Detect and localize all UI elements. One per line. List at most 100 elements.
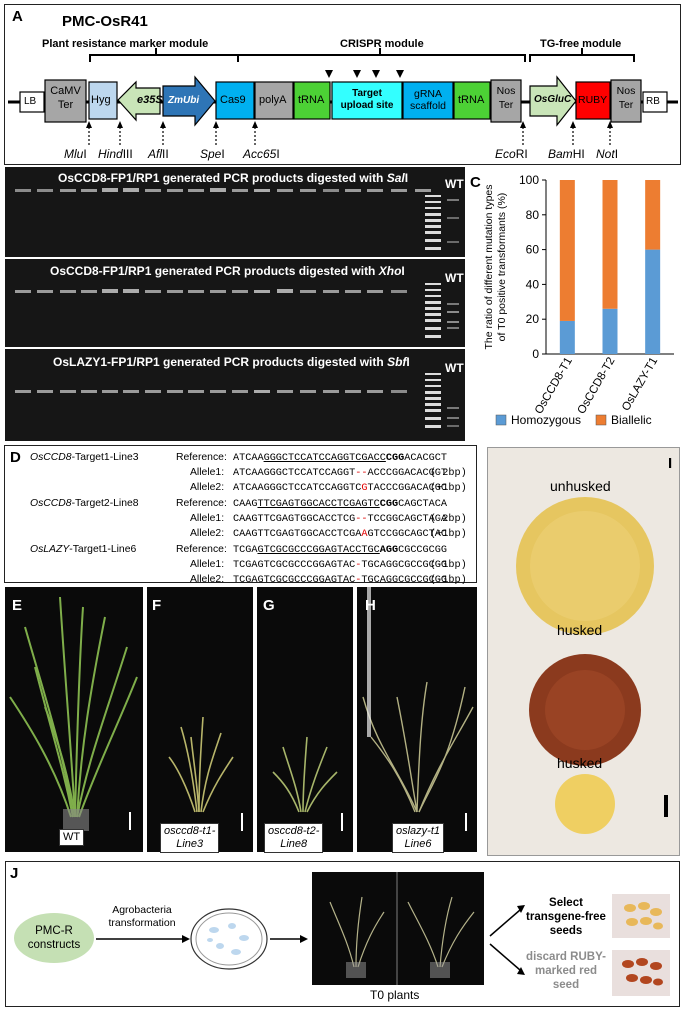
legend-swatch xyxy=(495,414,507,426)
petri-dish xyxy=(190,908,268,970)
alignment-name-1: OsCCD8-Target2-Line8 xyxy=(30,498,139,509)
panel-i-letter: I xyxy=(668,455,673,472)
sequence-a1: CAAGTTCGAGTGGCACCTCG--TCCGGCAGCTACA xyxy=(233,514,447,525)
panel-i-label-unhusked: unhusked xyxy=(550,478,611,494)
panel-j-arrows xyxy=(96,905,525,975)
el-e35s: e35S xyxy=(137,94,163,106)
t0-plants-photo xyxy=(312,872,484,985)
el-trna-2: tRNA xyxy=(458,94,485,106)
site-eco: EcoRI xyxy=(495,147,528,161)
site-afl: AflII xyxy=(148,147,169,161)
y-tick-label: 40 xyxy=(526,277,540,291)
site-spe: SpeI xyxy=(200,147,225,161)
el-hyg: Hyg xyxy=(91,94,111,106)
panel-f-photo xyxy=(147,587,253,852)
module-label-resistance: Plant resistance marker module xyxy=(42,38,209,50)
panel-d-letter: D xyxy=(10,449,21,466)
sequence-a2: ATCAAGGGCTCCATCCAGGTCGTACCCGGACACGC xyxy=(233,483,447,494)
panel-a-letter: A xyxy=(12,8,23,25)
el-trna-1: tRNA xyxy=(298,94,325,106)
construct-title: PMC-OsR41 xyxy=(62,13,148,30)
camv-ter-box xyxy=(44,79,87,123)
sequence-a1: TCGAGTCGCGCCCGGAGTAC-TGCAGGCGCCGCGG xyxy=(233,560,447,571)
site-acc: Acc65I xyxy=(243,147,280,161)
category-label: OsLAZY-T1 xyxy=(620,356,660,414)
alignment-row-label: Reference: xyxy=(176,498,227,509)
gel-bands xyxy=(15,188,459,428)
sequence-ref: CAAGTTCGAGTGGCACCTCGAGTCCGGCAGCTACA xyxy=(233,499,448,510)
module-label-crispr: CRISPR module xyxy=(340,38,424,50)
bar-homozygous xyxy=(645,249,661,354)
yellow-seed-photo xyxy=(612,894,670,938)
indel-note: (-2bp) xyxy=(430,514,467,525)
el-cas9: Cas9 xyxy=(220,94,246,106)
indel-note: (+1bp) xyxy=(430,529,467,540)
grna-scaffold-box xyxy=(402,81,454,120)
polya-box xyxy=(254,81,294,120)
construct-map xyxy=(8,48,678,145)
y-tick-label: 60 xyxy=(526,243,540,257)
alignment-row-label: Reference: xyxy=(176,452,227,463)
panel-h-letter: H xyxy=(365,597,376,614)
agro-label: Agrobacteria transformation xyxy=(108,904,176,929)
construct-ellipse: PMC-R constructs xyxy=(14,913,94,963)
module-label-tgfree: TG-free module xyxy=(540,38,622,50)
panel-h-photo xyxy=(357,587,477,852)
gel-3-title: OsLAZY1-FP1/RP1 generated PCR products d… xyxy=(53,355,410,369)
panel-j-frame xyxy=(5,861,680,1007)
panel-c-letter: C xyxy=(470,174,481,191)
gel-2-title: OsCCD8-FP1/RP1 generated PCR products di… xyxy=(50,264,405,278)
indel-note: (-1bp) xyxy=(430,575,467,586)
gel-1-wt: WT xyxy=(445,177,464,191)
hyg-box xyxy=(88,81,118,120)
alignment-row-label: Reference: xyxy=(176,544,227,555)
y-tick-label: 100 xyxy=(519,173,539,187)
select-label: Select transgene-free seeds xyxy=(526,897,606,937)
el-rb: RB xyxy=(646,96,660,107)
alignment-row-label: Allele2: xyxy=(190,528,225,539)
y-axis-label: The ratio of different mutation typesof … xyxy=(483,185,508,350)
indel-note: (-1bp) xyxy=(430,560,467,571)
sequence-ref: TCGAGTCGCGCCCGGAGTACCTGCAGGCGCCGCGG xyxy=(233,545,448,556)
el-camv: CaMV Ter xyxy=(50,85,81,111)
category-label: OsCCD8-T1 xyxy=(533,356,575,417)
t0-plants-label: T0 plants xyxy=(370,988,420,1002)
osgluc-promoter xyxy=(529,75,577,127)
alignment-row-label: Allele1: xyxy=(190,513,225,524)
red-seed-photo xyxy=(612,950,670,996)
el-polya: polyA xyxy=(259,94,287,106)
construct-label: PMC-R constructs xyxy=(27,925,81,951)
sequence-a2: TCGAGTCGCGCCCGGAGTAC-TGCAGGCGCCGCGG xyxy=(233,575,447,586)
el-zmubi: ZmUbi xyxy=(168,95,200,106)
gel-2-wt: WT xyxy=(445,271,464,285)
panel-g-photo xyxy=(257,587,353,852)
panel-i-label-husked-red: husked xyxy=(557,622,603,638)
el-ruby: RUBY xyxy=(578,94,608,106)
lb-box xyxy=(19,91,45,113)
panel-e-label: WT xyxy=(59,829,85,846)
alignment-row-label: Allele2: xyxy=(190,482,225,493)
category-label: OsCCD8-T2 xyxy=(576,356,618,417)
el-target: Target upload site xyxy=(340,88,394,111)
alignment-name-2: OsLAZY-Target1-Line6 xyxy=(30,544,137,555)
sequence-ref: ATCAAGGGCTCCATCCAGGTCGACCCGGACACGCT xyxy=(233,453,447,464)
panel-h-label: oslazy-t1 Line6 xyxy=(392,823,445,853)
el-lb: LB xyxy=(24,96,37,107)
bar-biallelic xyxy=(602,180,618,309)
panel-i-photo xyxy=(487,447,680,856)
nos-ter-box-1 xyxy=(490,79,522,123)
mutation-ratio-chart: 0 20 40 60 80 100 The ratio of different mutat… xyxy=(483,173,674,427)
panel-f-letter: F xyxy=(152,597,162,614)
panel-f-label: osccd8-t1- Line3 xyxy=(160,823,220,853)
y-tick-label: 20 xyxy=(526,312,540,326)
site-mlu: MluI xyxy=(64,147,87,161)
panel-j-letter: J xyxy=(10,865,19,882)
legend-swatch xyxy=(595,414,607,426)
panel-g-label: osccd8-t2- Line8 xyxy=(264,823,324,853)
el-nos-2: Nos Ter xyxy=(616,85,636,111)
sequence-a1: ATCAAGGGCTCCATCCAGGT--ACCCGGACACGCT xyxy=(233,468,447,479)
y-tick-label: 80 xyxy=(526,208,540,222)
panel-a-frame xyxy=(4,4,681,165)
y-tick-label: 0 xyxy=(532,347,539,361)
alignment-row-label: Allele1: xyxy=(190,467,225,478)
